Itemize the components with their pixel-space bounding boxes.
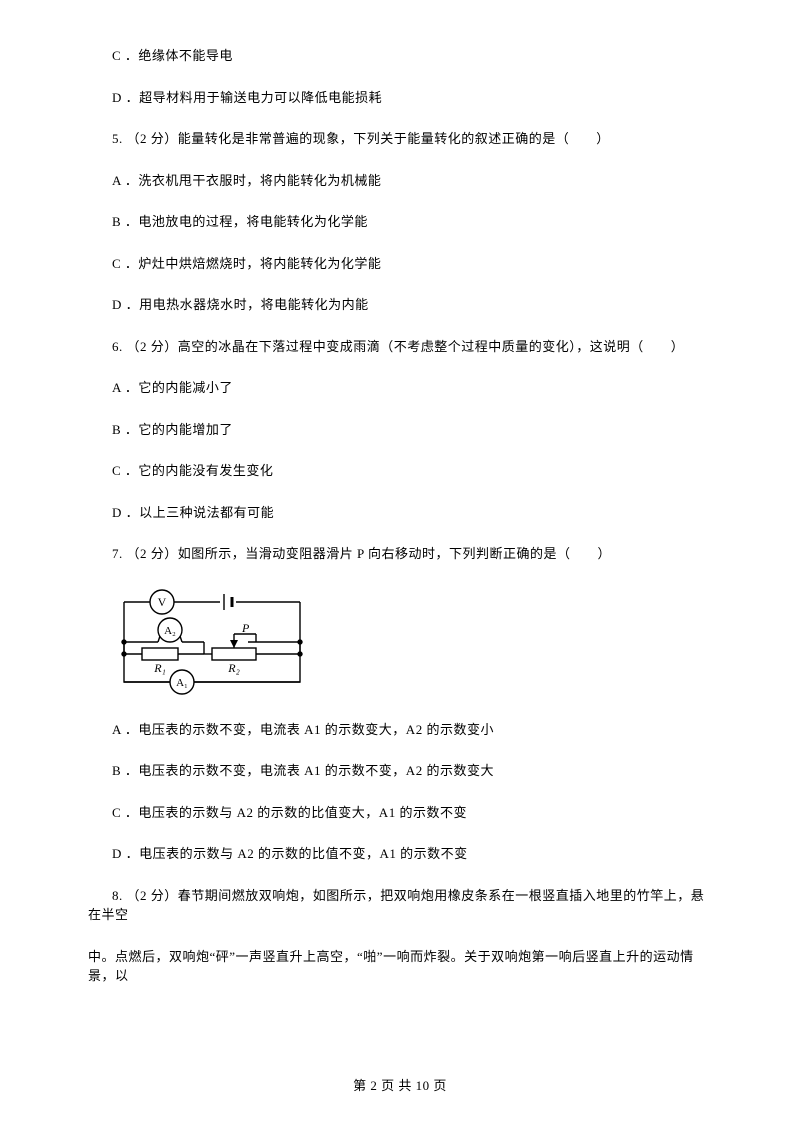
q6-option-d: D ．以上三种说法都有可能 (88, 503, 712, 523)
page-footer: 第 2 页 共 10 页 (0, 1075, 800, 1094)
svg-text:R₁: R₁ (153, 661, 166, 675)
q6-option-c: C ．它的内能没有发生变化 (88, 461, 712, 481)
q8-line1: 8. （2 分）春节期间燃放双响炮，如图所示，把双响炮用橡皮条系在一根竖直插入地… (88, 886, 712, 925)
svg-text:A₂: A₂ (164, 625, 176, 637)
q5-option-d: D ．用电热水器烧水时，将电能转化为内能 (88, 295, 712, 315)
q4-option-d: D ．超导材料用于输送电力可以降低电能损耗 (88, 88, 712, 108)
q5-option-b: B ．电池放电的过程，将电能转化为化学能 (88, 212, 712, 232)
q6-stem: 6. （2 分）高空的冰晶在下落过程中变成雨滴（不考虑整个过程中质量的变化），这… (88, 337, 712, 357)
svg-text:V: V (158, 595, 167, 609)
q7-stem: 7. （2 分）如图所示，当滑动变阻器滑片 P 向右移动时，下列判断正确的是（ … (88, 544, 712, 564)
q7-option-a: A ．电压表的示数不变，电流表 A1 的示数变大，A2 的示数变小 (88, 720, 712, 740)
q7-option-c: C ．电压表的示数与 A2 的示数的比值变大，A1 的示数不变 (88, 803, 712, 823)
q5-stem: 5. （2 分）能量转化是非常普遍的现象，下列关于能量转化的叙述正确的是（ ） (88, 129, 712, 149)
svg-text:R₂: R₂ (227, 661, 240, 675)
q7-option-d: D ．电压表的示数与 A2 的示数的比值不变，A1 的示数不变 (88, 844, 712, 864)
svg-text:A₁: A₁ (176, 677, 188, 689)
q7-option-b: B ．电压表的示数不变，电流表 A1 的示数不变，A2 的示数变大 (88, 761, 712, 781)
q5-option-c: C ．炉灶中烘焙燃烧时，将内能转化为化学能 (88, 254, 712, 274)
q6-option-a: A ．它的内能减小了 (88, 378, 712, 398)
q4-option-c: C ．绝缘体不能导电 (88, 46, 712, 66)
svg-text:P: P (241, 621, 250, 635)
q7-circuit-diagram: V A₂ R₁ (112, 586, 312, 698)
q5-option-a: A ．洗衣机甩干衣服时，将内能转化为机械能 (88, 171, 712, 191)
page-content: C ．绝缘体不能导电 D ．超导材料用于输送电力可以降低电能损耗 5. （2 分… (0, 0, 800, 986)
q6-option-b: B ．它的内能增加了 (88, 420, 712, 440)
q8-line2: 中。点燃后，双响炮“砰”一声竖直升上高空，“啪”一响而炸裂。关于双响炮第一响后竖… (88, 947, 712, 986)
